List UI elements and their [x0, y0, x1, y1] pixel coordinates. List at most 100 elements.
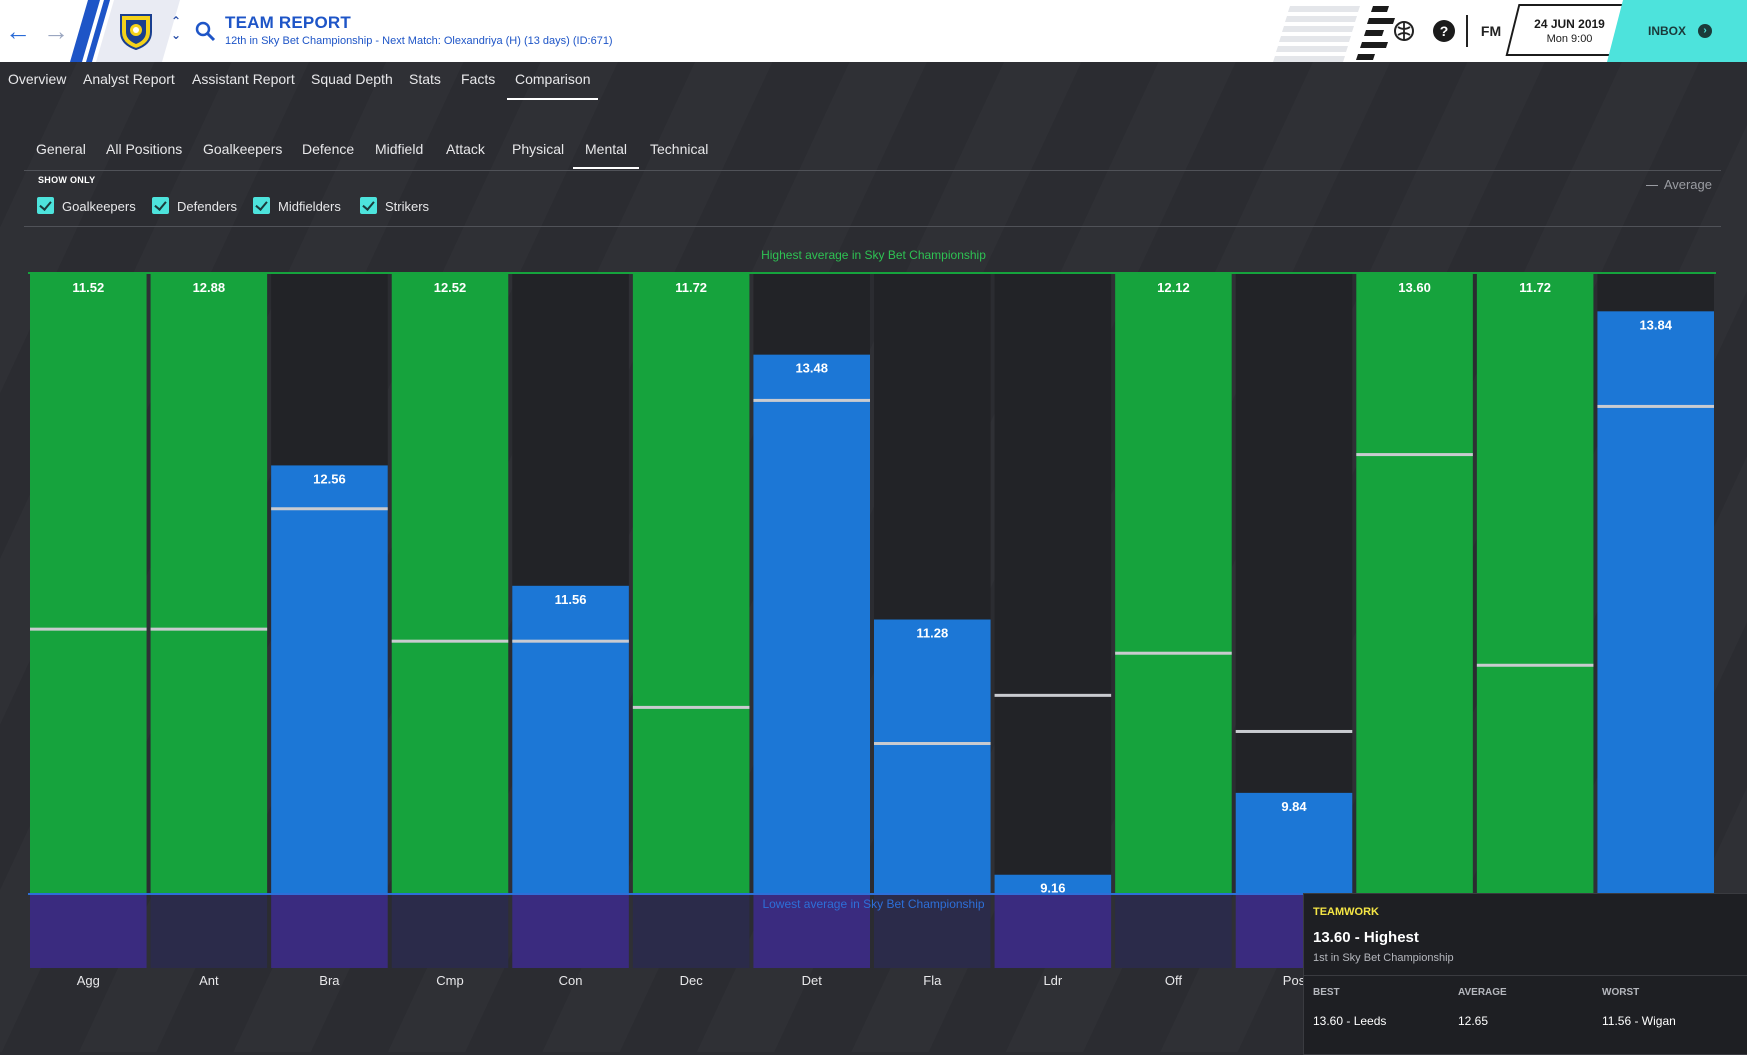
subtab-mental[interactable]: Mental — [572, 141, 640, 169]
highest-average-line — [28, 272, 1716, 274]
lowest-band-cell — [150, 894, 268, 968]
tab-squad-depth[interactable]: Squad Depth — [311, 71, 393, 87]
column-background — [1235, 274, 1353, 894]
bar-value-label: 12.12 — [1157, 280, 1190, 295]
tooltip-worst-label: WORST — [1602, 987, 1640, 998]
lowest-band-cell — [30, 894, 147, 968]
subtab-goalkeepers[interactable]: Goalkeepers — [203, 141, 283, 157]
bar-fla — [874, 619, 991, 894]
lowest-average-line — [28, 893, 1716, 895]
bar-off — [1115, 274, 1232, 894]
search-icon[interactable] — [194, 20, 216, 42]
lowest-band-cell — [753, 894, 870, 968]
tooltip-value: 13.60 - Highest — [1313, 929, 1419, 946]
subtab-midfield[interactable]: Midfield — [375, 141, 424, 157]
average-line-swatch — [1645, 185, 1658, 187]
top-bar: ← → ⌃ ⌄ TEAM REPORT 12th in Sky Bet Champ… — [0, 0, 1747, 62]
bar-pos — [1235, 792, 1353, 894]
checkbox-checked-icon[interactable] — [253, 197, 270, 214]
current-date: 24 JUN 2019 — [1534, 17, 1605, 31]
checkbox-checked-icon[interactable] — [360, 197, 377, 214]
subtab-all-positions[interactable]: All Positions — [106, 141, 183, 157]
bar-value-label: 13.60 — [1398, 280, 1431, 295]
divider — [24, 226, 1721, 227]
tab-overview[interactable]: Overview — [8, 71, 67, 87]
bar-con — [512, 585, 629, 894]
tab-comparison[interactable]: Comparison — [506, 71, 600, 100]
bar-ldr — [994, 874, 1112, 894]
lowest-band-cell — [632, 894, 750, 968]
forward-arrow-icon[interactable]: → — [43, 16, 69, 46]
bar-vis — [1476, 274, 1594, 894]
help-icon-glyph: ? — [1440, 23, 1449, 39]
back-arrow-icon[interactable]: ← — [5, 16, 31, 46]
x-tick-label: Agg — [77, 973, 100, 988]
chevron-right-icon[interactable]: › — [1698, 24, 1712, 38]
bar-value-label: 11.56 — [555, 592, 587, 607]
checkbox-checked-icon[interactable] — [152, 197, 169, 214]
team-switch-arrows-icon[interactable]: ⌃ ⌄ — [170, 14, 182, 42]
subtab-attack[interactable]: Attack — [446, 141, 485, 157]
club-crest-icon[interactable] — [118, 12, 154, 50]
average-marker — [1235, 729, 1353, 733]
bar-value-label: 11.72 — [1519, 280, 1551, 295]
subtab-defence[interactable]: Defence — [302, 141, 355, 157]
bar-wor — [1597, 311, 1714, 894]
tooltip-best-label: BEST — [1313, 987, 1340, 998]
current-time: Mon 9:00 — [1546, 33, 1593, 45]
page-subtitle: 12th in Sky Bet Championship - Next Matc… — [225, 35, 613, 47]
lowest-band-cell — [994, 894, 1112, 968]
subtab-technical[interactable]: Technical — [650, 141, 709, 157]
lowest-average-label: Lowest average in Sky Bet Championship — [762, 897, 985, 911]
x-tick-label: Cmp — [436, 973, 463, 988]
average-marker — [1476, 663, 1594, 667]
bar-value-label: 12.56 — [313, 471, 346, 486]
tooltip-divider — [1304, 975, 1747, 976]
inbox-button[interactable] — [1607, 0, 1747, 62]
column-background — [994, 274, 1112, 894]
subtab-physical[interactable]: Physical — [512, 141, 565, 157]
average-marker — [1115, 651, 1232, 655]
lowest-band-cell — [512, 894, 629, 968]
tab-analyst-report[interactable]: Analyst Report — [83, 71, 175, 87]
filter-title: SHOW ONLY — [38, 175, 96, 185]
average-marker — [271, 507, 388, 511]
divider — [24, 170, 1721, 171]
bar-value-label: 11.72 — [675, 280, 707, 295]
x-tick-label: Dec — [680, 973, 704, 988]
x-tick-label: Det — [802, 973, 823, 988]
average-marker — [150, 627, 268, 631]
bar-bra — [271, 465, 388, 894]
average-marker — [753, 398, 870, 402]
lowest-band-cell — [1115, 894, 1232, 968]
mental-attributes-chart: 11.52 Agg 12.88 Ant 12.56 Bra 12.52 Cmp 11.56 Con… — [28, 272, 1716, 988]
help-icon[interactable]: ? — [1430, 17, 1458, 45]
average-marker — [512, 639, 629, 643]
average-marker — [30, 627, 147, 631]
subtab-general[interactable]: General — [36, 141, 86, 157]
bar-det — [753, 354, 870, 895]
inbox-label: INBOX — [1648, 24, 1687, 38]
bar-value-label: 12.88 — [193, 280, 226, 295]
bar-value-label: 13.84 — [1639, 317, 1672, 332]
fm-logo[interactable]: FM — [1466, 15, 1514, 47]
world-globe-icon[interactable] — [1390, 17, 1418, 45]
x-tick-label: Bra — [319, 973, 340, 988]
tab-stats[interactable]: Stats — [409, 71, 441, 87]
highest-average-label: Highest average in Sky Bet Championship — [761, 248, 986, 262]
bar-value-label: 11.28 — [916, 626, 948, 641]
tab-assistant-report[interactable]: Assistant Report — [192, 71, 295, 87]
average-marker — [1597, 404, 1714, 408]
bar-dec — [632, 274, 750, 894]
tooltip-average-value: 12.65 — [1458, 1014, 1489, 1028]
checkbox-checked-icon[interactable] — [37, 197, 54, 214]
checkbox-label: Defenders — [177, 199, 237, 214]
x-tick-label: Off — [1165, 973, 1182, 988]
tab-facts[interactable]: Facts — [461, 71, 496, 87]
average-legend-label: Average — [1663, 177, 1712, 192]
checkbox-label: Midfielders — [278, 199, 341, 214]
x-tick-label: Pos — [1283, 973, 1306, 988]
checkbox-label: Strikers — [385, 199, 430, 214]
x-tick-label: Con — [559, 973, 583, 988]
lowest-band-cell — [391, 894, 509, 968]
